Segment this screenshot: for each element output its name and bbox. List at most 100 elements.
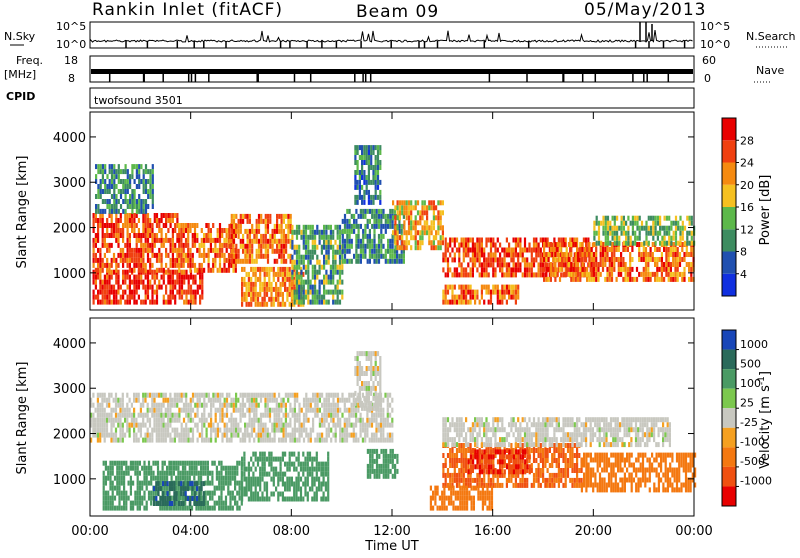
heatmap-cell — [180, 243, 182, 248]
heatmap-cell — [415, 245, 417, 250]
heatmap-cell — [636, 226, 638, 231]
heatmap-cell — [316, 245, 318, 250]
heatmap-cell — [314, 398, 316, 403]
heatmap-cell — [183, 408, 185, 413]
heatmap-cell — [211, 471, 213, 476]
heatmap-cell — [283, 438, 285, 443]
cpid-label: CPID — [6, 90, 35, 103]
heatmap-cell — [201, 486, 203, 491]
heatmap-cell — [113, 199, 115, 204]
heatmap-cell — [378, 219, 380, 224]
heatmap-cell — [255, 393, 257, 398]
heatmap-cell — [545, 252, 547, 257]
heatmap-cell — [458, 257, 460, 262]
heatmap-cell — [323, 403, 325, 408]
heatmap-cell — [300, 462, 302, 467]
heatmap-cell — [203, 268, 205, 273]
heatmap-cell — [533, 238, 535, 243]
heatmap-cell — [129, 218, 131, 223]
heatmap-cell — [364, 244, 366, 249]
heatmap-cell — [303, 398, 305, 403]
heatmap-cell — [236, 491, 238, 496]
heatmap-cell — [396, 259, 398, 264]
heatmap-cell — [151, 253, 153, 258]
heatmap-cell — [189, 248, 191, 253]
heatmap-cell — [246, 428, 248, 433]
heatmap-cell — [172, 253, 174, 258]
heatmap-cell — [117, 413, 119, 418]
heatmap-cell — [485, 285, 487, 290]
heatmap-cell — [312, 275, 314, 280]
heatmap-cell — [226, 258, 228, 263]
heatmap-cell — [250, 292, 252, 297]
heatmap-cell — [470, 285, 472, 290]
heatmap-cell — [287, 413, 289, 418]
heatmap-cell — [154, 300, 156, 305]
heatmap-cell — [458, 285, 460, 290]
heatmap-cell — [373, 224, 375, 229]
heatmap-cell — [210, 428, 212, 433]
heatmap-cell — [233, 418, 235, 423]
heatmap-cell — [419, 240, 421, 245]
heatmap-cell — [146, 476, 148, 481]
heatmap-cell — [609, 221, 611, 226]
heatmap-cell — [167, 238, 169, 243]
heatmap-cell — [109, 486, 111, 491]
heatmap-cell — [177, 476, 179, 481]
heatmap-cell — [506, 238, 508, 243]
heatmap-cell — [641, 221, 643, 226]
heatmap-cell — [328, 250, 330, 255]
heatmap-cell — [124, 418, 126, 423]
heatmap-cell — [160, 403, 162, 408]
heatmap-cell — [598, 221, 600, 226]
heatmap-cell — [256, 239, 258, 244]
heatmap-cell — [231, 219, 233, 224]
heatmap-cell — [103, 506, 105, 511]
heatmap-cell — [196, 223, 198, 228]
heatmap-cell — [211, 481, 213, 486]
heatmap-cell — [142, 253, 144, 258]
heatmap-cell — [298, 452, 300, 457]
heatmap-cell — [183, 233, 185, 238]
heatmap-cell — [357, 438, 359, 443]
heatmap-cell — [246, 302, 248, 307]
heatmap-cell — [337, 413, 339, 418]
heatmap-cell — [335, 423, 337, 428]
heatmap-cell — [155, 461, 157, 466]
heatmap-cell — [105, 466, 107, 471]
heatmap-cell — [665, 257, 667, 262]
heatmap-cell — [650, 252, 652, 257]
heatmap-cell — [129, 423, 131, 428]
heatmap-cell — [494, 243, 496, 248]
heatmap-cell — [652, 272, 654, 277]
heatmap-cell — [136, 184, 138, 189]
heatmap-cell — [302, 452, 304, 457]
heatmap-cell — [192, 408, 194, 413]
heatmap-cell — [107, 496, 109, 501]
heatmap-cell — [533, 272, 535, 277]
heatmap-cell — [476, 248, 478, 253]
heatmap-cell — [367, 234, 369, 239]
heatmap-cell — [373, 239, 375, 244]
heatmap-cell — [148, 461, 150, 466]
heatmap-cell — [682, 221, 684, 226]
heatmap-cell — [209, 506, 211, 511]
heatmap-cell — [205, 506, 207, 511]
heatmap-cell — [220, 501, 222, 506]
heatmap-cell — [627, 226, 629, 231]
heatmap-cell — [242, 244, 244, 249]
heatmap-cell — [302, 462, 304, 467]
heatmap-cell — [134, 471, 136, 476]
heatmap-cell — [501, 257, 503, 262]
heatmap-cell — [524, 238, 526, 243]
heatmap-cell — [380, 239, 382, 244]
heatmap-cell — [248, 467, 250, 472]
heatmap-cell — [201, 285, 203, 290]
heatmap-cell — [270, 292, 272, 297]
heatmap-cell — [170, 258, 172, 263]
heatmap-cell — [292, 433, 294, 438]
heatmap-cell — [485, 238, 487, 243]
heatmap-cell — [310, 285, 312, 290]
heatmap-cell — [161, 285, 163, 290]
heatmap-cell — [479, 243, 481, 248]
